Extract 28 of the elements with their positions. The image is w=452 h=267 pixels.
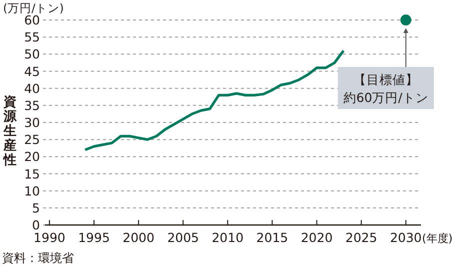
- annotation: 【目標値】約60万円/トン: [343, 72, 428, 105]
- y-tick-label: 40: [24, 80, 40, 96]
- y-tick-label: 50: [24, 46, 40, 62]
- y-tick-label: 60: [24, 12, 40, 28]
- x-tick-label: 2015: [256, 230, 288, 245]
- y-tick-label: 30: [24, 115, 40, 130]
- y-tick-label: 25: [24, 132, 40, 148]
- ylabel: 資源生産性: [4, 95, 16, 168]
- y-tick-label: 20: [24, 149, 40, 164]
- text: 資料：環境省: [2, 251, 74, 265]
- y-tick-label: 55: [24, 30, 40, 45]
- x-tick-label: 2010: [212, 230, 244, 245]
- y-tick-label: 10: [24, 183, 40, 198]
- y-tick-label: 15: [24, 166, 40, 182]
- x-tick-label: 2030: [390, 230, 422, 245]
- x-tick-label: 2005: [167, 230, 200, 245]
- y-tick-label: 0: [32, 218, 40, 232]
- x-axis-title: (年度): [422, 232, 452, 245]
- y-tick-label: 5: [32, 200, 40, 216]
- x-tick-label: 1995: [78, 230, 110, 245]
- x-tick-label: 1990: [34, 230, 66, 245]
- x-tick-label: 2000: [122, 230, 155, 245]
- x-tick-label: 2020: [300, 230, 333, 245]
- text: (万円/トン): [3, 1, 64, 15]
- x-tick-label: 2025: [345, 230, 378, 245]
- y-tick-label: 45: [24, 64, 40, 79]
- y-tick-label: 35: [24, 98, 40, 113]
- annotation-box: 【目標値】約60万円/トン: [338, 67, 434, 109]
